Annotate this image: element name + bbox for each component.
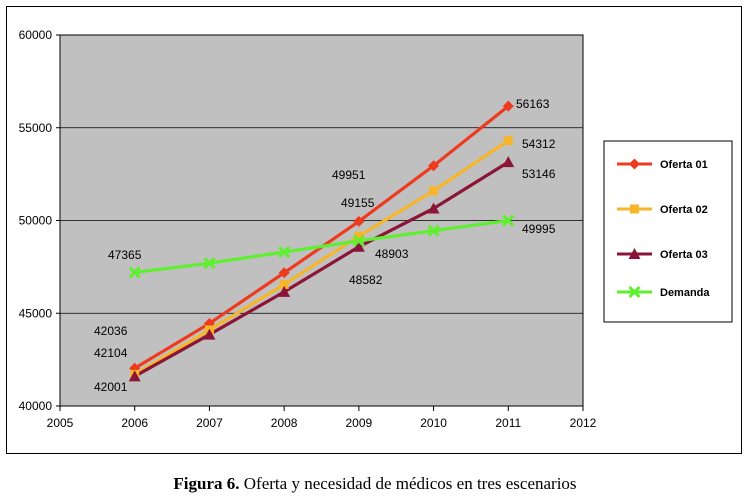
data-label: 48903 <box>375 247 409 261</box>
data-point-triangle <box>502 156 515 168</box>
y-tick-label: 45000 <box>19 306 53 320</box>
data-point-x <box>352 234 365 247</box>
data-label: 42104 <box>94 346 128 360</box>
x-tick-label: 2006 <box>121 416 148 430</box>
y-tick-label: 50000 <box>19 214 53 228</box>
data-point-triangle <box>278 285 291 297</box>
data-point-square <box>503 136 513 146</box>
series-lines <box>133 104 510 378</box>
data-label: 47365 <box>108 248 142 262</box>
y-tick-label: 60000 <box>19 28 53 42</box>
y-tick-labels: 40000 45000 50000 55000 60000 <box>19 28 53 413</box>
legend-label: Oferta 01 <box>660 159 708 171</box>
x-tick-label: 2007 <box>196 416 223 430</box>
data-label: 49155 <box>341 196 375 210</box>
series-markers <box>128 100 515 382</box>
data-point-triangle <box>427 202 440 214</box>
y-tick-label: 40000 <box>19 399 53 413</box>
data-label: 42001 <box>94 380 128 394</box>
data-annotations: 42036 42104 42001 47365 49951 49155 48903 48582… <box>94 97 556 394</box>
x-tick-label: 2008 <box>271 416 298 430</box>
data-label: 53146 <box>522 167 556 181</box>
data-point-x <box>502 214 515 227</box>
data-label: 42036 <box>94 324 128 338</box>
axes <box>59 34 584 411</box>
x-tick-label: 2012 <box>570 416 597 430</box>
series-line <box>133 139 510 376</box>
data-point-diamond <box>428 160 440 172</box>
data-point-x <box>278 245 291 259</box>
series-line <box>134 219 509 275</box>
data-label: 49951 <box>332 168 366 182</box>
data-point-diamond <box>278 267 290 279</box>
data-point-x <box>427 224 440 237</box>
x-tick-label: 2009 <box>346 416 373 430</box>
data-label: 48582 <box>349 273 383 287</box>
data-point-triangle <box>352 240 365 252</box>
data-label: 49995 <box>522 222 556 236</box>
data-point-triangle <box>628 248 641 259</box>
data-point-triangle <box>128 370 141 382</box>
caption-label: Figura 6. <box>173 474 240 493</box>
x-tick-labels: 2005 2006 2007 2008 2009 2010 2011 2012 <box>47 416 597 430</box>
data-point-diamond <box>353 215 365 227</box>
data-point-square <box>630 204 639 214</box>
figure-caption: Figura 6. Oferta y necesidad de médicos … <box>0 474 750 494</box>
data-point-square <box>354 231 364 241</box>
plot-border <box>59 34 584 407</box>
data-point-square <box>279 279 289 289</box>
data-point-diamond <box>629 158 640 170</box>
data-point-x <box>128 266 141 279</box>
data-point-x <box>628 285 641 299</box>
data-point-square <box>429 186 439 196</box>
data-point-diamond <box>502 100 514 112</box>
data-point-triangle <box>203 328 216 340</box>
x-tick-label: 2011 <box>495 416 521 430</box>
legend-label: Oferta 03 <box>660 249 708 261</box>
caption-text: Oferta y necesidad de médicos en tres es… <box>239 474 577 493</box>
line-chart: 2005 2006 2007 2008 2009 2010 2011 2012 40000 45… <box>19 28 733 430</box>
legend: Oferta 01 Oferta 02 Oferta 03 Demanda <box>603 140 733 323</box>
grid-lines <box>56 34 583 407</box>
data-label: 56163 <box>516 97 550 111</box>
legend-label: Oferta 02 <box>660 204 708 216</box>
x-tick-label: 2010 <box>420 416 447 430</box>
legend-label: Demanda <box>660 287 710 299</box>
series-line <box>133 160 510 378</box>
data-label: 54312 <box>522 137 556 151</box>
data-point-x <box>203 257 216 270</box>
x-tick-label: 2005 <box>47 416 74 430</box>
y-tick-label: 55000 <box>19 121 53 135</box>
